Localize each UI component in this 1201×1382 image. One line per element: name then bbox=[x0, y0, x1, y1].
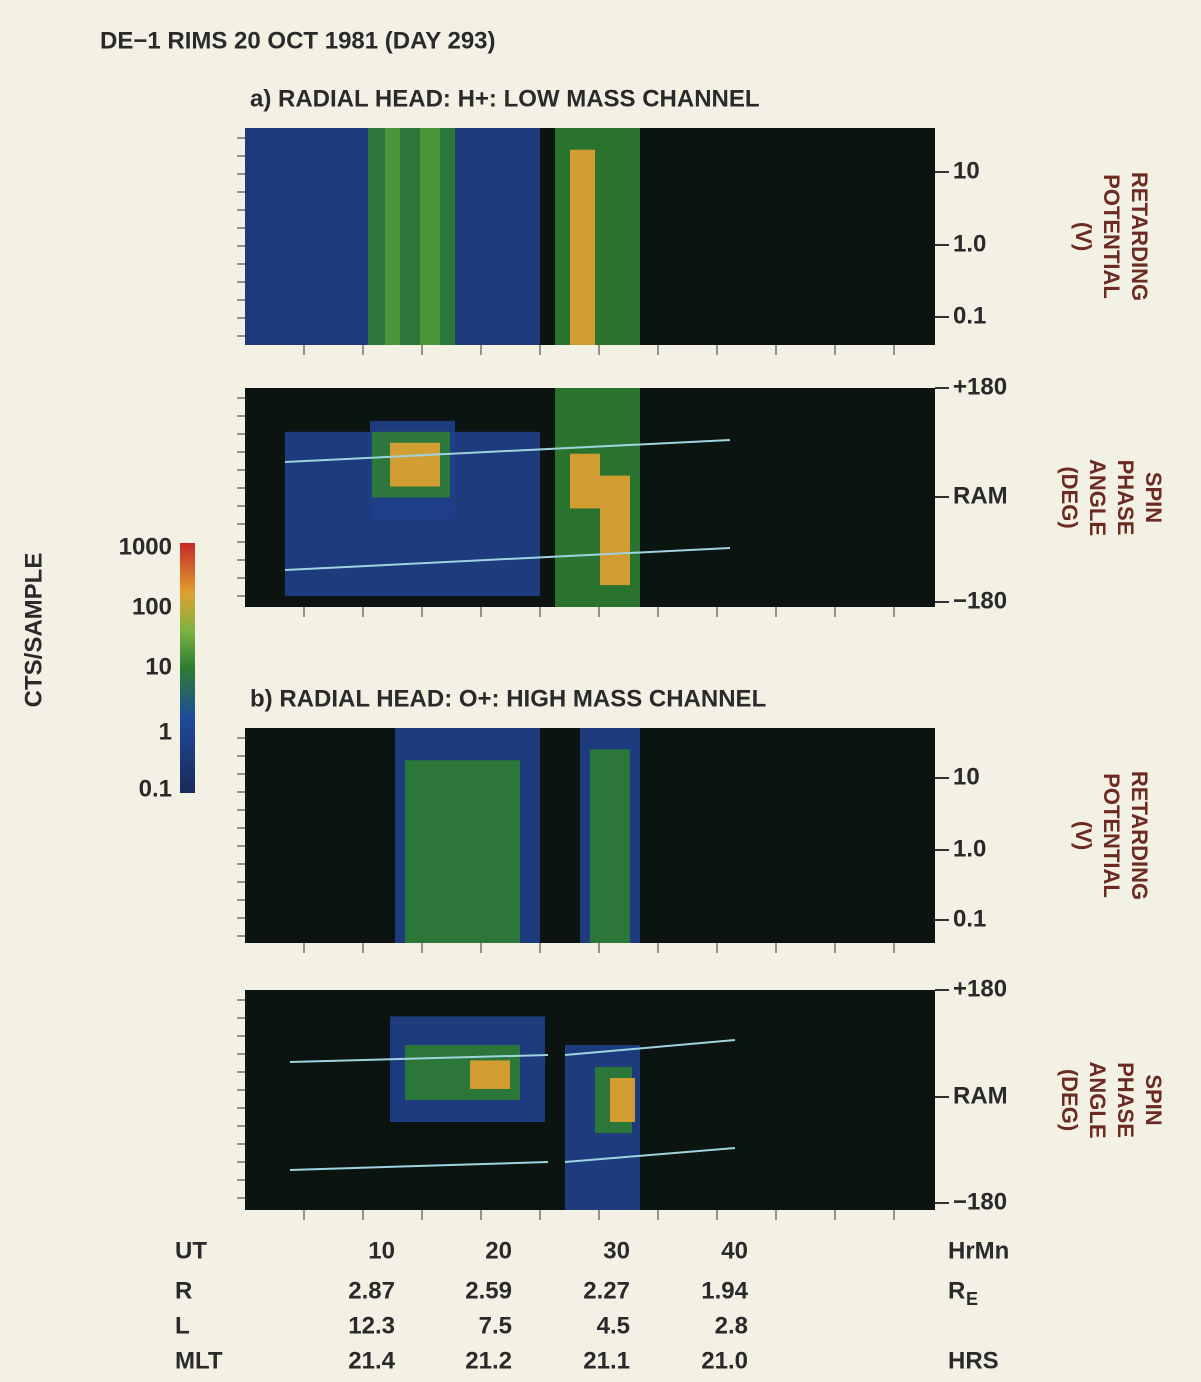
count-region bbox=[590, 749, 630, 943]
y-axis-label-line: (DEG) bbox=[1057, 1069, 1082, 1131]
y-axis-label-line: POTENTIAL bbox=[1099, 174, 1124, 299]
row-value: 20 bbox=[485, 1237, 512, 1264]
colorbar-tick-label: 10 bbox=[145, 653, 172, 680]
count-region bbox=[600, 475, 630, 586]
y-tick-label: 1.0 bbox=[953, 230, 986, 257]
colorbar-tick-label: 0.1 bbox=[139, 775, 172, 802]
row-value: 2.59 bbox=[465, 1277, 512, 1304]
y-tick-label: −180 bbox=[953, 1188, 1007, 1215]
row-value: 21.2 bbox=[465, 1347, 512, 1374]
row-value: 2.8 bbox=[715, 1312, 748, 1339]
count-region bbox=[405, 760, 520, 943]
count-region bbox=[570, 453, 600, 509]
ram-trace bbox=[564, 1147, 736, 1163]
count-region bbox=[368, 128, 455, 345]
count-region bbox=[385, 128, 400, 345]
row-label: L bbox=[175, 1312, 190, 1339]
row-label: UT bbox=[175, 1237, 207, 1264]
y-axis-label-line: PHASE bbox=[1113, 1062, 1138, 1138]
row-value: 10 bbox=[368, 1237, 395, 1264]
y-tick-label: 10 bbox=[953, 763, 980, 790]
row-label: MLT bbox=[175, 1347, 223, 1374]
row-unit-subscript: E bbox=[966, 1289, 978, 1309]
row-unit: R bbox=[948, 1277, 965, 1304]
y-tick-label: 0.1 bbox=[953, 302, 986, 329]
ram-trace bbox=[284, 439, 731, 463]
row-value: 4.5 bbox=[597, 1312, 630, 1339]
y-axis-label-line: (DEG) bbox=[1057, 466, 1082, 528]
count-region bbox=[390, 442, 440, 487]
row-unit: HrMn bbox=[948, 1237, 1009, 1264]
figure-title: DE−1 RIMS 20 OCT 1981 (DAY 293) bbox=[100, 27, 496, 54]
colorbar-tick-label: 100 bbox=[132, 593, 172, 620]
y-axis-label-line: RETARDING bbox=[1127, 172, 1152, 301]
row-label: R bbox=[175, 1277, 192, 1304]
row-value: 40 bbox=[721, 1237, 748, 1264]
count-region bbox=[610, 1078, 635, 1122]
y-axis-label-line: PHASE bbox=[1113, 460, 1138, 536]
y-axis-label-line: ANGLE bbox=[1085, 459, 1110, 536]
y-axis-label-line: SPIN bbox=[1141, 472, 1166, 523]
count-region bbox=[470, 1060, 510, 1089]
row-value: 21.0 bbox=[701, 1347, 748, 1374]
y-axis-label-line: POTENTIAL bbox=[1099, 773, 1124, 898]
row-value: 12.3 bbox=[348, 1312, 395, 1339]
colorbar bbox=[180, 543, 195, 793]
y-tick-label: 1.0 bbox=[953, 835, 986, 862]
y-tick-label: +180 bbox=[953, 373, 1007, 400]
panel-heading: b) RADIAL HEAD: O+: HIGH MASS CHANNEL bbox=[250, 685, 766, 712]
y-tick-label: −180 bbox=[953, 587, 1007, 614]
ram-trace bbox=[289, 1161, 549, 1171]
y-tick-label: RAM bbox=[953, 1082, 1008, 1109]
y-axis-label-line: (V) bbox=[1071, 222, 1096, 251]
y-tick-label: 10 bbox=[953, 157, 980, 184]
count-region bbox=[570, 149, 595, 345]
y-tick-label: +180 bbox=[953, 975, 1007, 1002]
colorbar-label: CTS/SAMPLE bbox=[20, 553, 47, 708]
y-axis-label-line: SPIN bbox=[1141, 1074, 1166, 1125]
row-value: 30 bbox=[603, 1237, 630, 1264]
row-value: 1.94 bbox=[701, 1277, 748, 1304]
row-value: 2.27 bbox=[583, 1277, 630, 1304]
y-axis-label-line: ANGLE bbox=[1085, 1062, 1110, 1139]
count-region bbox=[420, 128, 440, 345]
ram-trace bbox=[289, 1054, 549, 1063]
row-value: 21.4 bbox=[348, 1347, 395, 1374]
colorbar-tick-label: 1 bbox=[159, 718, 172, 745]
y-axis-label-line: RETARDING bbox=[1127, 771, 1152, 900]
ram-trace bbox=[284, 547, 731, 571]
count-region bbox=[555, 128, 640, 345]
row-value: 21.1 bbox=[583, 1347, 630, 1374]
y-axis-label-line: (V) bbox=[1071, 821, 1096, 850]
ram-trace bbox=[564, 1039, 736, 1056]
colorbar-tick-label: 1000 bbox=[119, 533, 172, 560]
row-unit: HRS bbox=[948, 1347, 999, 1374]
row-value: 7.5 bbox=[479, 1312, 512, 1339]
y-tick-label: RAM bbox=[953, 482, 1008, 509]
y-tick-label: 0.1 bbox=[953, 905, 986, 932]
panel-heading: a) RADIAL HEAD: H+: LOW MASS CHANNEL bbox=[250, 85, 760, 112]
row-value: 2.87 bbox=[348, 1277, 395, 1304]
